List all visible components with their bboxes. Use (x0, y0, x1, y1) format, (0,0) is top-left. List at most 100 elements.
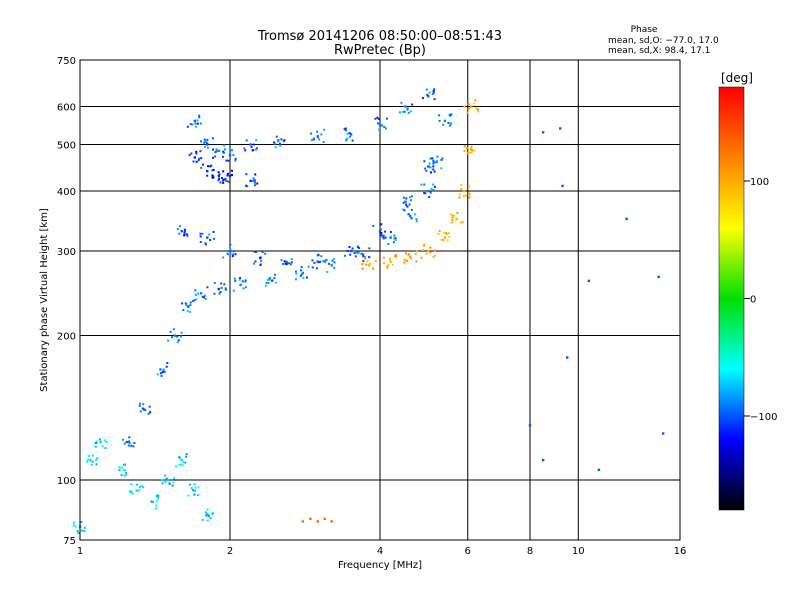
data-point (451, 219, 454, 222)
colorbar-tick-label: 0 (750, 295, 756, 306)
data-point (364, 257, 367, 260)
data-point (330, 264, 333, 267)
data-point (206, 286, 209, 289)
data-point (587, 279, 591, 283)
data-point (178, 225, 181, 228)
data-point (245, 173, 248, 176)
data-point (189, 483, 192, 486)
colorbar (718, 86, 745, 511)
data-point (165, 477, 168, 480)
data-point (222, 256, 225, 259)
data-point (225, 159, 228, 162)
data-point (351, 247, 354, 250)
data-point (80, 529, 83, 532)
y-tick-label: 750 (57, 56, 76, 67)
data-point (349, 253, 352, 256)
data-point (74, 525, 77, 528)
data-point (362, 260, 365, 263)
data-point (226, 174, 229, 177)
data-point (288, 262, 291, 265)
data-point (179, 335, 182, 338)
data-point (415, 220, 418, 223)
data-point (206, 174, 209, 177)
data-point (402, 208, 405, 211)
data-point (438, 114, 441, 117)
data-point (194, 289, 197, 292)
data-point (561, 184, 564, 188)
data-point (233, 277, 236, 280)
data-point (154, 507, 157, 510)
data-point (211, 156, 214, 159)
data-point (402, 196, 405, 199)
data-point (322, 141, 325, 144)
data-point (356, 245, 359, 248)
data-point (125, 441, 128, 444)
data-point (395, 255, 398, 258)
phase-mean-o: mean, sd,O: −77.0, 17.0 (608, 36, 719, 46)
data-point (316, 254, 319, 257)
data-point (259, 263, 262, 266)
data-point (209, 238, 212, 241)
data-point (195, 160, 198, 163)
data-point (367, 264, 371, 267)
data-point (474, 107, 477, 110)
x-tick-label: 2 (227, 546, 233, 557)
data-point (351, 139, 354, 142)
data-point (446, 239, 449, 242)
data-point (189, 123, 192, 126)
data-point (199, 122, 202, 125)
data-point (219, 181, 222, 184)
data-point (192, 489, 195, 492)
data-point (91, 454, 94, 457)
data-point (432, 90, 435, 93)
data-point (437, 232, 440, 235)
data-point (222, 170, 225, 173)
data-point (474, 99, 477, 102)
data-point (121, 467, 124, 470)
data-point (295, 272, 298, 275)
data-point (228, 154, 232, 157)
data-point (447, 232, 450, 235)
data-point (226, 172, 229, 175)
data-point (212, 176, 215, 179)
data-point (408, 253, 411, 256)
data-point (211, 169, 214, 172)
data-point (294, 278, 297, 281)
data-point (148, 405, 151, 408)
data-point (541, 458, 545, 462)
data-point (188, 154, 191, 157)
data-point (155, 504, 158, 507)
data-point (223, 283, 226, 286)
data-point (150, 500, 153, 503)
data-point (409, 110, 412, 113)
data-point (127, 444, 130, 447)
data-point (85, 460, 88, 463)
data-point (104, 439, 107, 442)
data-point (95, 441, 98, 444)
data-point (403, 200, 406, 203)
data-point (225, 179, 228, 182)
data-point (194, 125, 197, 128)
data-point (244, 280, 247, 283)
colorbar-tick-label: 100 (750, 177, 769, 188)
data-point (206, 142, 209, 145)
data-point (138, 404, 141, 407)
data-point (348, 132, 351, 135)
data-point (199, 292, 203, 295)
data-point (222, 151, 225, 154)
data-point (420, 256, 423, 259)
data-point (386, 266, 389, 269)
data-point (156, 494, 159, 497)
data-point (232, 154, 235, 157)
data-point (135, 489, 138, 492)
data-point (178, 232, 181, 235)
data-point (193, 298, 196, 301)
data-point (320, 133, 323, 136)
data-point (344, 254, 347, 257)
data-point (198, 157, 201, 160)
data-point (410, 208, 413, 211)
data-point (468, 185, 471, 188)
data-point (217, 179, 220, 182)
data-point (378, 128, 381, 131)
data-point (316, 520, 319, 523)
